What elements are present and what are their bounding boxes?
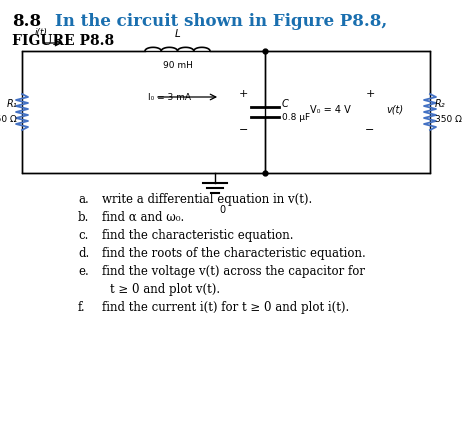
Text: find the characteristic equation.: find the characteristic equation. — [102, 229, 293, 242]
Text: i(t): i(t) — [35, 28, 48, 37]
Text: d.: d. — [78, 247, 89, 260]
Text: R₁: R₁ — [6, 99, 17, 109]
Text: 0.8 μF: 0.8 μF — [282, 114, 310, 123]
Text: V₀ = 4 V: V₀ = 4 V — [310, 105, 350, 115]
Text: +: + — [365, 89, 374, 99]
Text: f.: f. — [78, 301, 86, 314]
Text: 0: 0 — [219, 205, 225, 215]
Text: L: L — [174, 29, 181, 39]
Text: find α and ω₀.: find α and ω₀. — [102, 211, 184, 224]
Text: a.: a. — [78, 193, 89, 206]
Text: FIGURE P8.8: FIGURE P8.8 — [12, 34, 114, 48]
Text: 90 mH: 90 mH — [163, 61, 192, 70]
Text: e.: e. — [78, 265, 89, 278]
Text: find the current i(t) for t ≥ 0 and plot i(t).: find the current i(t) for t ≥ 0 and plot… — [102, 301, 349, 314]
Text: +: + — [238, 89, 248, 99]
Bar — [22, 51, 430, 173]
Text: write a differential equation in v(t).: write a differential equation in v(t). — [102, 193, 312, 206]
Text: 8.8: 8.8 — [12, 13, 41, 30]
Text: C: C — [282, 99, 289, 109]
Text: In the circuit shown in Figure P8.8,: In the circuit shown in Figure P8.8, — [55, 13, 387, 30]
Text: find the voltage v(t) across the capacitor for: find the voltage v(t) across the capacit… — [102, 265, 365, 278]
Text: find the roots of the characteristic equation.: find the roots of the characteristic equ… — [102, 247, 366, 260]
Text: I₀ = 3 mA: I₀ = 3 mA — [148, 93, 191, 101]
Text: b.: b. — [78, 211, 90, 224]
Text: R₂: R₂ — [435, 99, 446, 109]
Text: −: − — [238, 125, 248, 135]
Text: 350 Ω: 350 Ω — [435, 115, 462, 125]
Text: −: − — [365, 125, 374, 135]
Text: 250 Ω: 250 Ω — [0, 115, 17, 125]
Text: v(t): v(t) — [386, 105, 403, 115]
Text: t ≥ 0 and plot v(t).: t ≥ 0 and plot v(t). — [110, 283, 220, 296]
Text: c.: c. — [78, 229, 88, 242]
